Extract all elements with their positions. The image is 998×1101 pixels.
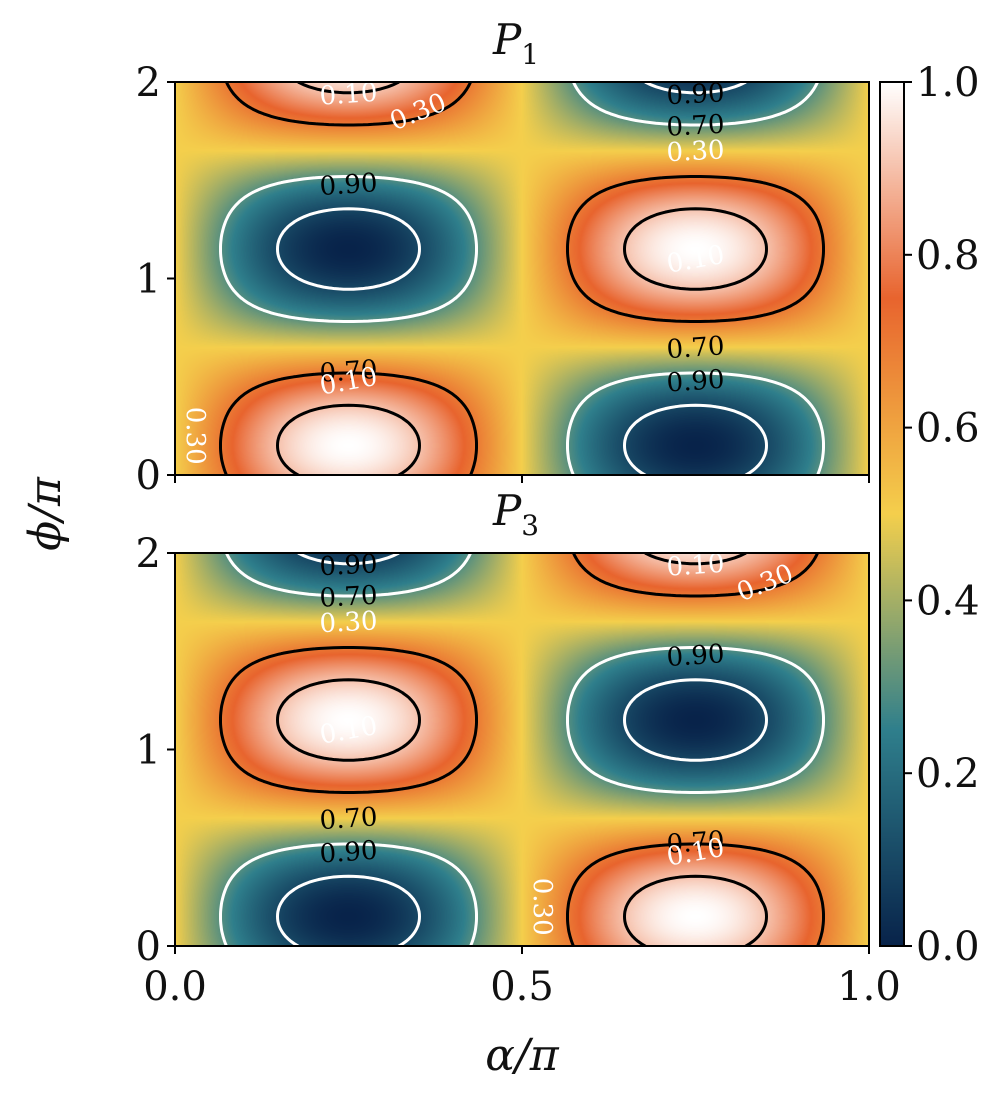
contour-label: 0.30	[319, 606, 378, 639]
contour-line-0_3	[219, 82, 825, 475]
contour-label: 0.30	[386, 88, 451, 138]
colorbar-tick-label: 0.2	[916, 751, 980, 797]
contour-label: 0.90	[319, 836, 379, 870]
panel-title-2: P3	[492, 486, 539, 542]
heatmap-p3	[175, 553, 869, 946]
contour-label: 0.90	[319, 549, 378, 582]
contour-label: 0.70	[666, 331, 726, 365]
colorbar-tick-label: 0.4	[916, 578, 980, 624]
contour-label: 0.90	[666, 78, 725, 111]
contour-line-0_3	[219, 553, 825, 946]
panel-title-subscript: 1	[521, 38, 539, 71]
y-tick-label: 2	[136, 60, 161, 106]
y-tick-label: 1	[136, 728, 161, 774]
axes-frame-panel-1	[174, 81, 870, 476]
contour-label: 0.30	[527, 878, 557, 936]
contours-panel-2	[219, 553, 825, 946]
axes-frame-panel-2	[174, 552, 870, 947]
y-tick-label: 1	[136, 257, 161, 303]
colorbar-tick-label: 0.6	[916, 406, 980, 452]
panel-title-1: P1	[492, 15, 539, 71]
colorbar-gradient	[880, 82, 904, 946]
panel-title-subscript: 3	[521, 509, 539, 542]
contour-label: 0.70	[319, 581, 378, 614]
contour-line-0_7	[219, 553, 825, 946]
colorbar-tick-label: 0.8	[916, 233, 980, 279]
x-tick-label: 1.0	[837, 964, 901, 1010]
y-axis-label: ϕ/π	[20, 476, 71, 551]
colorbar-tick-label: 1.0	[916, 60, 980, 106]
contour-label: 0.70	[666, 826, 726, 860]
x-tick-label: 0.0	[143, 964, 207, 1010]
y-tick-label: 0	[136, 924, 161, 970]
colorbar-frame	[879, 81, 905, 947]
y-tick-label: 2	[136, 531, 161, 577]
y-tick-label: 0	[136, 453, 161, 499]
colorbar-tick-label: 0.0	[916, 924, 980, 970]
contour-label: 0.70	[319, 355, 379, 389]
heatmap-p1	[175, 82, 869, 475]
contour-label: 0.90	[319, 168, 379, 202]
contour-label: 0.10	[666, 549, 726, 583]
contour-label: 0.90	[666, 639, 726, 673]
x-tick-label: 0.5	[490, 964, 554, 1010]
contour-line-0_7	[219, 82, 825, 475]
contour-label: 0.30	[666, 135, 725, 168]
contour-label: 0.10	[319, 78, 379, 112]
x-axis-label: α/π	[485, 1030, 560, 1081]
contour-label: 0.30	[180, 407, 210, 465]
contour-label: 0.70	[319, 802, 379, 836]
contour-label: 0.90	[666, 365, 726, 399]
contour-label: 0.70	[666, 110, 725, 143]
contours-panel-1	[219, 82, 825, 475]
contour-label: 0.30	[733, 559, 798, 609]
